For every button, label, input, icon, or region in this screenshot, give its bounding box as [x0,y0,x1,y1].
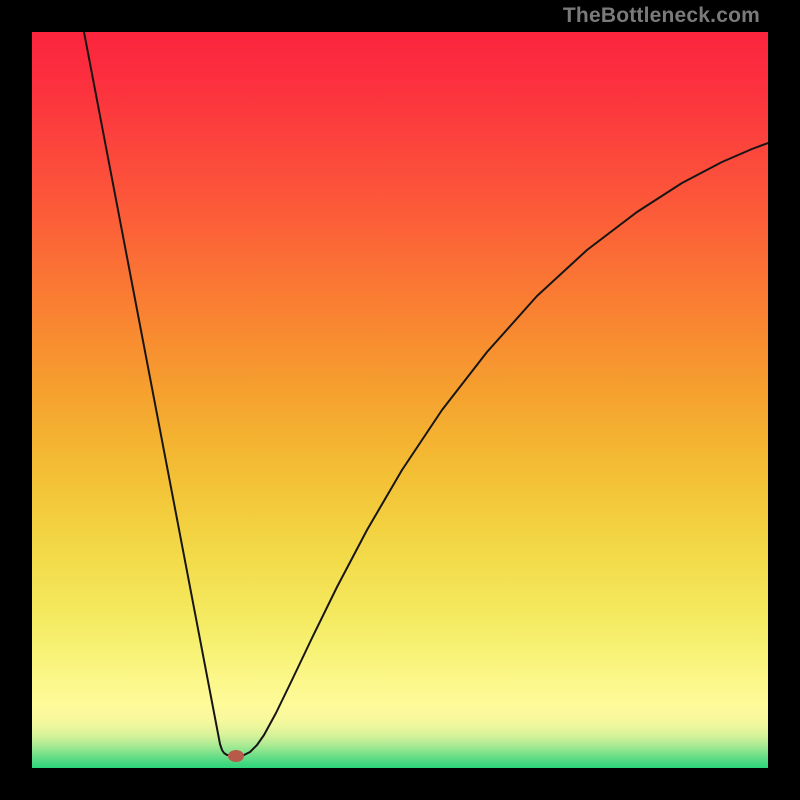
frame-border-bottom [0,768,800,800]
gradient-background [32,32,768,768]
plot-area [32,32,768,768]
frame-border-right [768,0,800,800]
optimal-point-marker [228,750,244,762]
plot-svg [32,32,768,768]
watermark-text: TheBottleneck.com [563,4,760,28]
frame-border-left [0,0,32,800]
chart-frame: TheBottleneck.com [0,0,800,800]
